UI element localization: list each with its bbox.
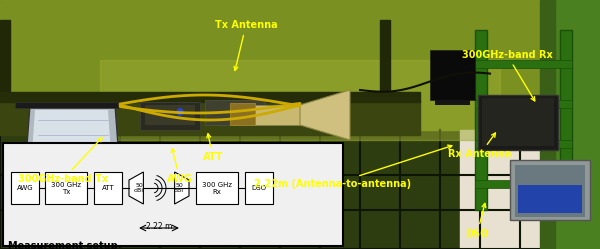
Text: DSO: DSO	[466, 203, 488, 239]
Text: Tx Antenna: Tx Antenna	[215, 20, 277, 70]
Polygon shape	[25, 105, 120, 172]
Text: 2.22 m: 2.22 m	[146, 222, 172, 231]
Bar	[550, 0, 600, 249]
Bar	[430, 50, 475, 100]
Bar	[475, 60, 572, 68]
Text: 300 GHz
Rx: 300 GHz Rx	[202, 182, 232, 194]
Bar	[475, 30, 487, 210]
Polygon shape	[175, 172, 189, 204]
Text: Rx Antenna: Rx Antenna	[448, 133, 512, 159]
Text: 50
dBi: 50 dBi	[134, 183, 144, 193]
Bar	[0, 92, 420, 102]
Bar	[460, 130, 600, 249]
Bar	[230, 103, 255, 125]
Bar	[510, 160, 590, 220]
Bar	[515, 165, 585, 217]
Bar	[45, 172, 87, 204]
Bar	[0, 130, 600, 249]
Bar	[435, 100, 470, 105]
Text: ATT: ATT	[203, 134, 223, 162]
Bar	[255, 105, 300, 125]
Bar	[245, 172, 273, 204]
Bar	[482, 98, 554, 146]
Bar	[140, 102, 200, 130]
Text: 300GHz-band Tx: 300GHz-band Tx	[18, 138, 108, 184]
Text: 300 GHz
Tx: 300 GHz Tx	[51, 182, 81, 194]
Text: DSO: DSO	[251, 185, 266, 191]
Text: Measurement setup: Measurement setup	[8, 241, 118, 249]
Bar	[478, 95, 558, 150]
Circle shape	[177, 109, 183, 115]
Bar	[540, 0, 555, 249]
Text: 2.22m (Antenna-to-antenna): 2.22m (Antenna-to-antenna)	[254, 145, 452, 189]
Text: AWG: AWG	[167, 149, 193, 184]
Text: AWG: AWG	[17, 185, 34, 191]
Polygon shape	[31, 110, 112, 168]
Bar	[380, 20, 390, 100]
Text: 50
dBi: 50 dBi	[174, 183, 184, 193]
Bar	[0, 20, 10, 100]
Bar	[196, 172, 238, 204]
Text: 300GHz-band Rx: 300GHz-band Rx	[461, 50, 553, 101]
Bar	[100, 60, 500, 140]
Bar	[145, 105, 195, 125]
Text: ATT: ATT	[101, 185, 115, 191]
Bar	[94, 172, 122, 204]
Polygon shape	[300, 90, 350, 140]
Bar	[560, 30, 572, 210]
Bar	[11, 172, 39, 204]
Polygon shape	[15, 102, 120, 108]
Bar	[0, 0, 600, 130]
Polygon shape	[129, 172, 143, 204]
Bar	[475, 180, 572, 188]
Bar	[475, 100, 572, 108]
Bar	[518, 185, 582, 213]
Bar	[3, 143, 343, 246]
Bar	[0, 100, 420, 135]
Bar	[205, 100, 265, 125]
Bar	[475, 140, 572, 148]
